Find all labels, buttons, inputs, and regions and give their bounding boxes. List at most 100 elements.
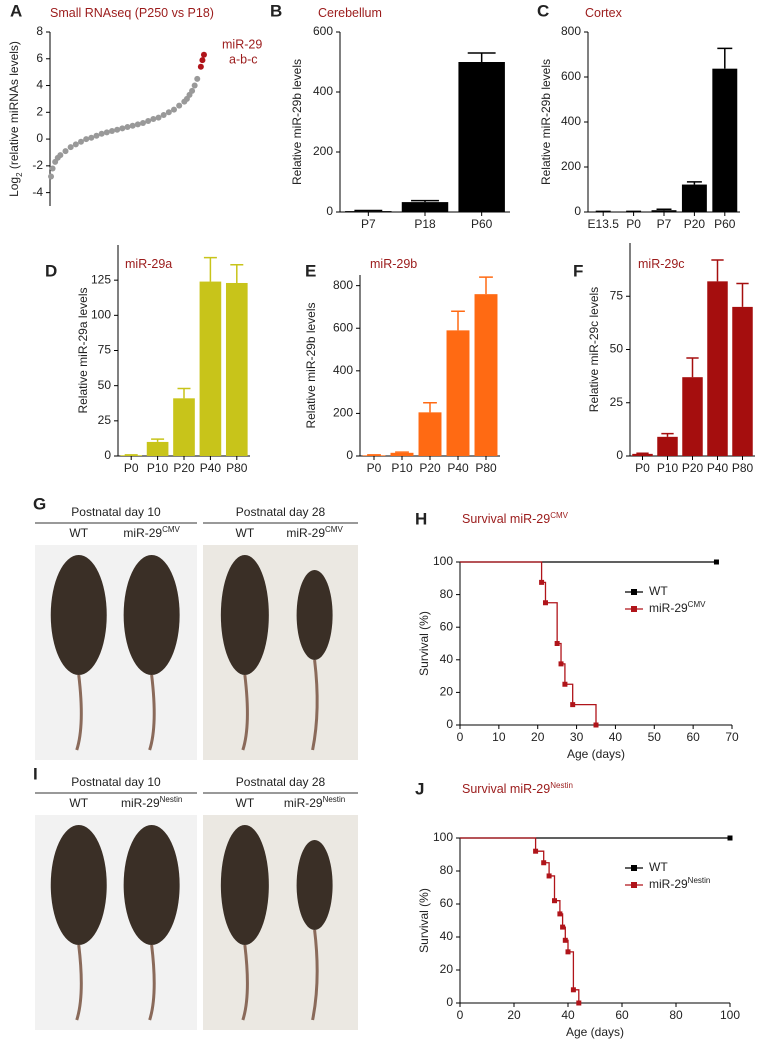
genotype-label: miR-29Nestin — [284, 795, 345, 811]
x-tick-label: 30 — [570, 730, 584, 744]
y-tick-label: 40 — [440, 652, 454, 666]
point — [109, 128, 115, 134]
point — [150, 116, 156, 122]
chart-title-part: Cortex — [585, 6, 623, 20]
chart-title: Survival miR-29CMV — [462, 511, 569, 527]
x-tick-label: P10 — [391, 461, 413, 475]
error-bar — [354, 211, 382, 212]
mouse-body — [221, 555, 269, 675]
x-tick-label: 100 — [720, 1008, 740, 1022]
bar — [732, 307, 753, 456]
error-bar — [711, 260, 723, 281]
panel-letter: D — [45, 261, 57, 280]
y-tick-label: 60 — [440, 619, 454, 633]
point — [130, 123, 136, 129]
bar — [682, 185, 707, 212]
chart-title-part: Survival miR-29 — [462, 782, 550, 796]
y-tick-label: 8 — [36, 24, 43, 38]
bar — [173, 398, 195, 456]
y-tick-label: 100 — [433, 554, 453, 568]
y-tick-label: 75 — [610, 288, 624, 302]
x-tick-label: P80 — [226, 461, 248, 475]
point — [114, 127, 120, 133]
genotype-label-part: CMV — [162, 525, 180, 534]
panel-letter: B — [270, 1, 282, 20]
error-bar — [468, 53, 496, 62]
y-axis-label: Log2 (relative miRNAs levels) — [7, 41, 23, 197]
mouse-body — [297, 840, 333, 930]
bar — [402, 202, 448, 212]
mouse-body — [124, 825, 180, 945]
x-tick-label: P10 — [657, 461, 679, 475]
step-marker — [563, 938, 568, 943]
chart-title: Survival miR-29Nestin — [462, 781, 573, 797]
y-tick-label: 200 — [333, 406, 353, 420]
y-axis-label: Relative miR-29b levels — [539, 59, 553, 185]
step-marker — [533, 849, 538, 854]
y-tick-label: 80 — [440, 863, 454, 877]
bar — [200, 282, 222, 456]
genotype-label: miR-29Nestin — [121, 795, 182, 811]
mouse-body — [297, 570, 333, 660]
mouse-body — [124, 555, 180, 675]
bar — [632, 454, 653, 456]
y-axis-label: Relative miR-29c levels — [587, 287, 601, 412]
legend-label: WT — [649, 584, 668, 598]
panel-letter: I — [33, 764, 38, 783]
step-marker — [539, 580, 544, 585]
genotype-label: miR-29CMV — [286, 525, 343, 541]
bar — [419, 412, 442, 456]
x-tick-label: 50 — [648, 730, 662, 744]
bar — [226, 283, 248, 456]
legend-marker — [631, 882, 637, 888]
step-marker — [560, 925, 565, 930]
y-tick-label: 0 — [446, 717, 453, 731]
chart-title-part: Small RNAseq (P250 vs P18) — [50, 6, 214, 20]
bar — [712, 69, 737, 212]
x-tick-label: E13.5 — [588, 217, 620, 231]
error-bar — [717, 48, 732, 68]
y-tick-label: 200 — [561, 159, 581, 173]
x-axis-label: Age (days) — [566, 1025, 624, 1039]
point — [83, 136, 89, 142]
legend-label-part: WT — [649, 860, 668, 874]
genotype-label-part: miR-29 — [123, 526, 162, 540]
chart-title-part: CMV — [550, 511, 568, 520]
y-tick-label: 50 — [98, 378, 112, 392]
error-bar — [178, 388, 191, 398]
error-bar — [230, 265, 243, 283]
step-marker — [562, 682, 567, 687]
x-tick-label: P40 — [200, 461, 222, 475]
step-marker — [576, 1001, 581, 1006]
panel-letter: F — [573, 261, 583, 280]
point — [171, 107, 177, 113]
mouse-body — [51, 825, 107, 945]
y-tick-label: 400 — [333, 363, 353, 377]
panel-letter: H — [415, 509, 427, 528]
x-tick-label: 0 — [457, 730, 464, 744]
legend-label: miR-29CMV — [649, 600, 706, 616]
point — [104, 129, 110, 135]
legend-label-part: Nestin — [688, 876, 711, 885]
genotype-label-part: WT — [69, 796, 88, 810]
y-tick-label: 50 — [610, 342, 624, 356]
step-marker — [557, 911, 562, 916]
point — [119, 125, 125, 131]
x-tick-label: 70 — [725, 730, 739, 744]
step-marker — [552, 898, 557, 903]
x-tick-label: P80 — [732, 461, 754, 475]
genotype-label: WT — [69, 526, 88, 540]
legend-marker — [631, 589, 637, 595]
step-marker — [566, 949, 571, 954]
y-axis-label: Relative miR-29b levels — [304, 302, 318, 428]
y-axis-label-part: Relative miR-29c levels — [587, 287, 601, 412]
y-tick-label: 0 — [446, 995, 453, 1009]
point — [198, 64, 204, 70]
point — [99, 131, 105, 137]
x-tick-label: P60 — [714, 217, 736, 231]
genotype-label-part: miR-29 — [284, 796, 323, 810]
y-tick-label: -4 — [32, 185, 43, 199]
error-bar — [661, 434, 673, 437]
y-tick-label: 0 — [574, 204, 581, 218]
